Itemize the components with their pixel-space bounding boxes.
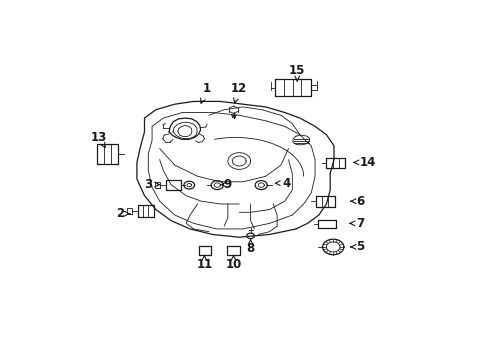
Text: 12: 12 <box>230 82 246 103</box>
Text: 6: 6 <box>350 195 364 208</box>
Text: 9: 9 <box>221 178 231 191</box>
Text: 4: 4 <box>275 177 290 190</box>
Text: 7: 7 <box>349 217 364 230</box>
Text: 10: 10 <box>225 255 241 271</box>
Text: 11: 11 <box>196 255 212 271</box>
Text: 3: 3 <box>144 178 159 191</box>
Text: 13: 13 <box>91 131 107 148</box>
Text: 1: 1 <box>200 82 211 103</box>
Text: 15: 15 <box>288 64 305 81</box>
Text: 2: 2 <box>116 207 129 220</box>
Text: 5: 5 <box>350 240 364 253</box>
Text: 8: 8 <box>246 239 254 255</box>
Text: 14: 14 <box>353 156 375 169</box>
